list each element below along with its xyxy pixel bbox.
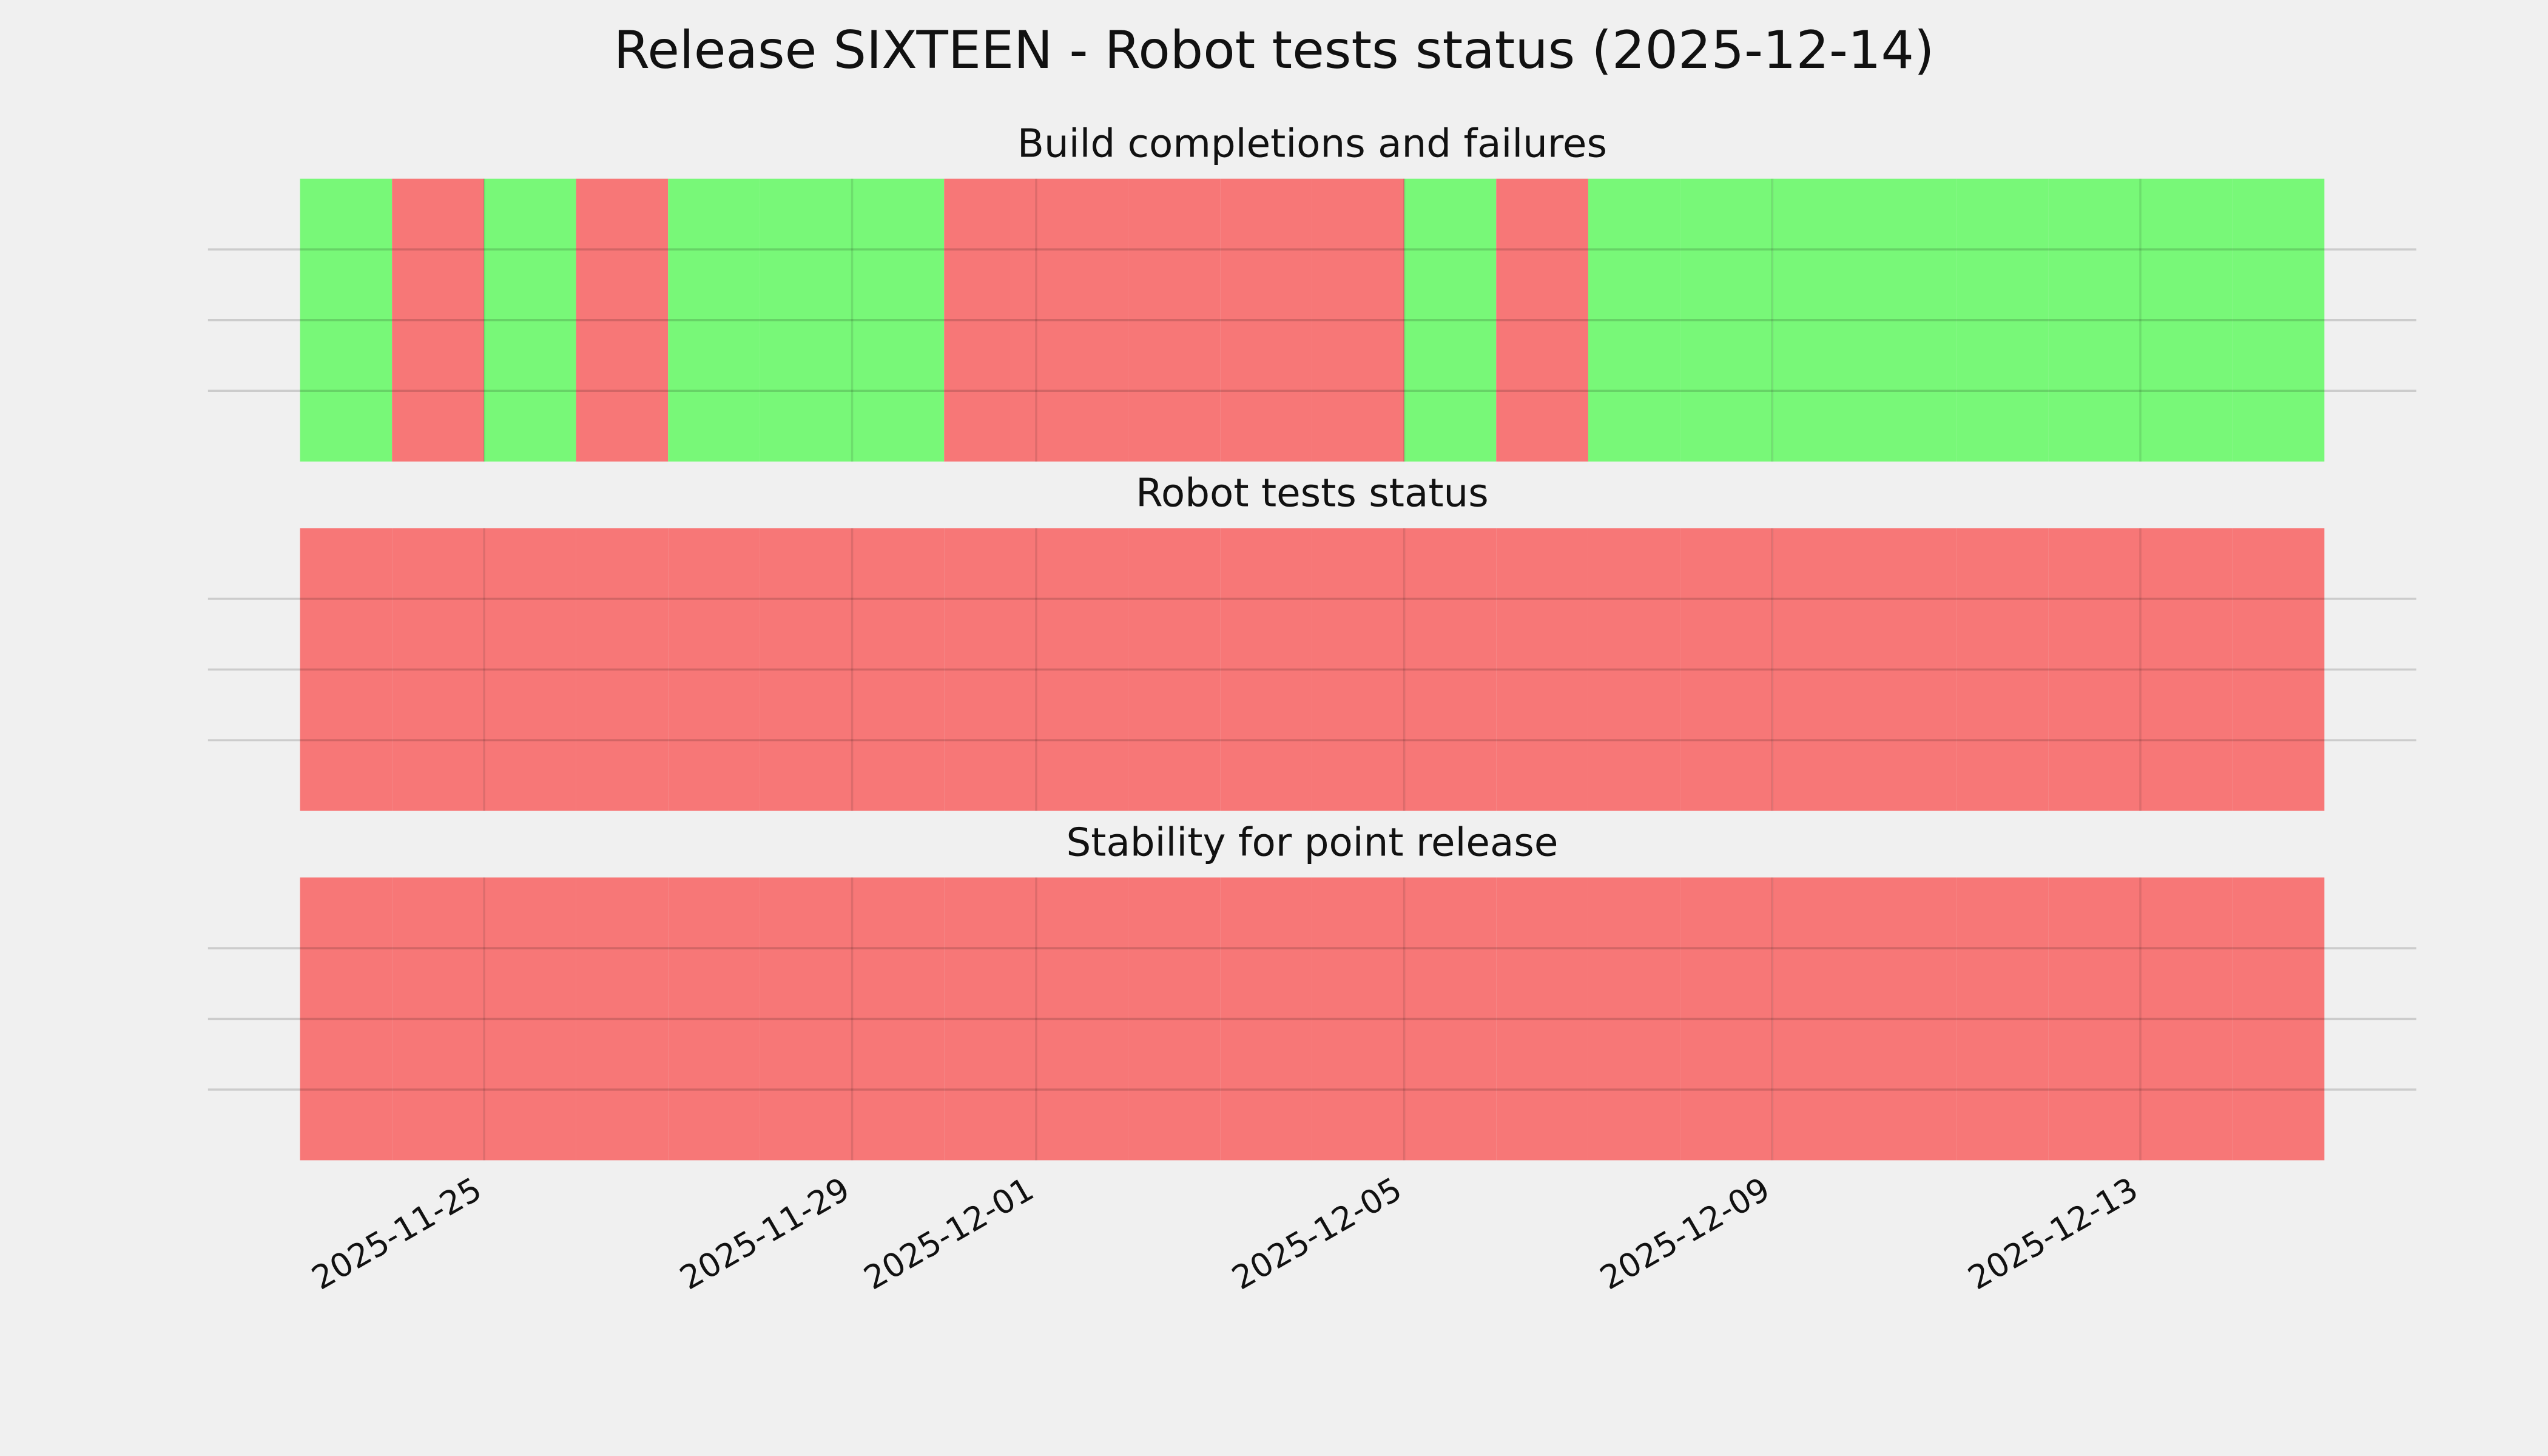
status-bar	[576, 528, 669, 811]
panel-title: Robot tests status	[1136, 471, 1489, 516]
status-bar	[668, 178, 760, 462]
status-bar	[1404, 528, 1497, 811]
status-bar	[2140, 528, 2233, 811]
status-bar	[576, 178, 669, 462]
status-bar	[760, 528, 852, 811]
status-bar	[484, 528, 576, 811]
status-bar	[1496, 528, 1588, 811]
panel-title: Build completions and failures	[1017, 121, 1607, 167]
status-bar	[392, 178, 484, 462]
status-bar	[1496, 178, 1588, 462]
status-bar	[2232, 877, 2325, 1161]
status-bar	[1312, 528, 1404, 811]
status-bar	[484, 877, 576, 1161]
status-bar	[300, 178, 393, 462]
status-bar	[1312, 877, 1404, 1161]
status-bar	[1864, 178, 1956, 462]
status-bar	[2048, 877, 2141, 1161]
status-bar	[1220, 178, 1312, 462]
status-bar	[1404, 178, 1497, 462]
status-bar	[1404, 877, 1497, 1161]
status-bar	[484, 178, 576, 462]
status-bar	[1496, 877, 1588, 1161]
status-bar	[392, 877, 484, 1161]
status-bar	[1864, 528, 1956, 811]
status-bar	[2140, 178, 2233, 462]
status-bar	[1036, 877, 1128, 1161]
status-bar	[1772, 877, 1864, 1161]
status-bar	[668, 528, 760, 811]
panel-title: Stability for point release	[1067, 820, 1559, 865]
status-bar	[2140, 877, 2233, 1161]
status-bar	[1956, 877, 2049, 1161]
status-bar	[1220, 877, 1312, 1161]
status-bar	[668, 877, 760, 1161]
status-bar	[1588, 528, 1680, 811]
status-bar	[852, 528, 945, 811]
status-bar	[1036, 178, 1128, 462]
status-bar	[1312, 178, 1404, 462]
status-bar	[1864, 877, 1956, 1161]
status-bar	[852, 877, 945, 1161]
status-bar	[2232, 528, 2325, 811]
status-bar	[1220, 528, 1312, 811]
status-bar	[300, 877, 393, 1161]
status-bar	[760, 877, 852, 1161]
status-bar	[1772, 178, 1864, 462]
status-bar	[1588, 877, 1680, 1161]
status-bar	[1680, 528, 1773, 811]
status-bar	[944, 877, 1036, 1161]
status-bar	[2048, 528, 2141, 811]
status-bar	[2048, 178, 2141, 462]
status-bar	[1128, 877, 1221, 1161]
status-bar	[300, 528, 393, 811]
status-bar	[1128, 178, 1221, 462]
status-bar	[392, 528, 484, 811]
status-bar	[1680, 178, 1773, 462]
status-bar	[576, 877, 669, 1161]
chart-title: Release SIXTEEN - Robot tests status (20…	[614, 20, 1935, 81]
status-bar	[1772, 528, 1864, 811]
status-bar	[1588, 178, 1680, 462]
status-bar	[1956, 178, 2049, 462]
status-bar	[760, 178, 852, 462]
status-bar	[1680, 877, 1773, 1161]
status-bar	[2232, 178, 2325, 462]
status-bar	[852, 178, 945, 462]
status-bar	[1036, 528, 1128, 811]
status-bar	[944, 528, 1036, 811]
status-bar	[944, 178, 1036, 462]
status-bar	[1956, 528, 2049, 811]
status-bar	[1128, 528, 1221, 811]
